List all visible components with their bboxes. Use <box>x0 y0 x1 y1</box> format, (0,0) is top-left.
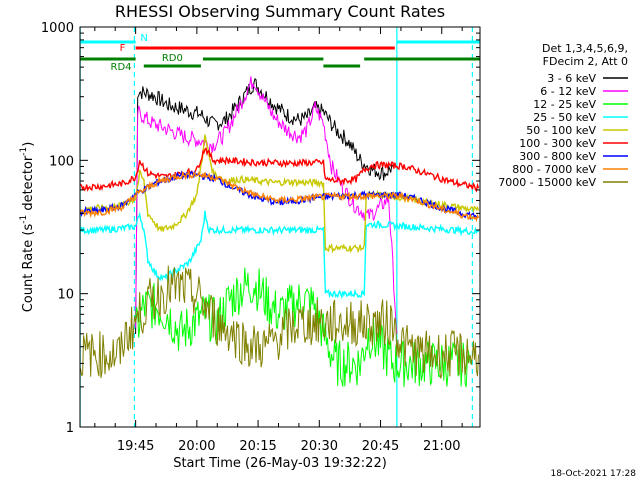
y-tick-label-1: 1 <box>66 421 74 436</box>
flag-label-RD0: RD0 <box>162 53 183 64</box>
x-tick-label-19:45: 19:45 <box>117 439 154 454</box>
legend-label-6: 300 - 800 keV <box>519 150 596 163</box>
x-ticks: 19:45 20:00 20:15 20:30 20:45 21:00 <box>94 27 463 454</box>
series-lines <box>79 76 480 388</box>
y-axis-label: Count Rate (s-1 detector-1) <box>19 142 36 313</box>
legend-label-2: 12 - 25 keV <box>533 98 596 111</box>
footer-date: 18-Oct-2021 17:28 <box>551 469 637 479</box>
y-tick-label-10: 10 <box>57 288 74 303</box>
series-line-6 <box>79 170 480 221</box>
series-line-4 <box>79 134 480 254</box>
y-tick-label-100: 100 <box>49 154 74 169</box>
legend-label-3: 25 - 50 keV <box>533 111 596 124</box>
y-axis-label-main: Count Rate (s <box>21 224 36 313</box>
flag-label-RD4: RD4 <box>111 62 132 73</box>
y-axis-label-end: ) <box>21 142 36 147</box>
y-tick-label-1000: 1000 <box>41 21 74 36</box>
legend-header-2: FDecim 2, Att 0 <box>543 55 628 68</box>
x-tick-label-21:00: 21:00 <box>423 439 460 454</box>
series-line-3 <box>79 210 480 300</box>
legend-label-5: 100 - 300 keV <box>519 137 596 150</box>
flag-bars: N F RD0 RD4 <box>80 33 481 73</box>
x-tick-label-20:30: 20:30 <box>301 439 338 454</box>
legend: Det 1,3,4,5,6,9, FDecim 2, Att 0 3 - 6 k… <box>498 42 628 189</box>
legend-label-4: 50 - 100 keV <box>526 124 596 137</box>
y-axis-label-sup1: -1 <box>19 215 29 224</box>
y-axis-label-mid: detector <box>21 155 36 215</box>
legend-label-7: 800 - 7000 keV <box>512 163 596 176</box>
plot-frame <box>79 26 481 428</box>
flag-label-N: N <box>140 33 147 44</box>
series-line-5 <box>79 146 480 193</box>
legend-label-1: 6 - 12 keV <box>540 85 596 98</box>
series-line-7 <box>79 169 480 223</box>
x-axis-label: Start Time (26-May-03 19:32:22) <box>173 456 387 471</box>
series-line-8 <box>80 265 479 379</box>
x-tick-label-20:15: 20:15 <box>239 439 276 454</box>
legend-label-8: 7000 - 15000 keV <box>498 176 596 189</box>
series-line-2 <box>135 267 471 388</box>
series-line-1 <box>135 76 398 334</box>
x-tick-label-20:45: 20:45 <box>362 439 399 454</box>
x-tick-label-20:00: 20:00 <box>178 439 215 454</box>
legend-label-0: 3 - 6 keV <box>547 72 596 85</box>
legend-header-1: Det 1,3,4,5,6,9, <box>542 42 628 55</box>
y-axis-label-sup2: -1 <box>19 147 29 156</box>
chart-title: RHESSI Observing Summary Count Rates <box>115 2 445 21</box>
y-ticks: 1 10 100 1000 <box>41 21 480 436</box>
flag-label-F: F <box>120 43 126 54</box>
